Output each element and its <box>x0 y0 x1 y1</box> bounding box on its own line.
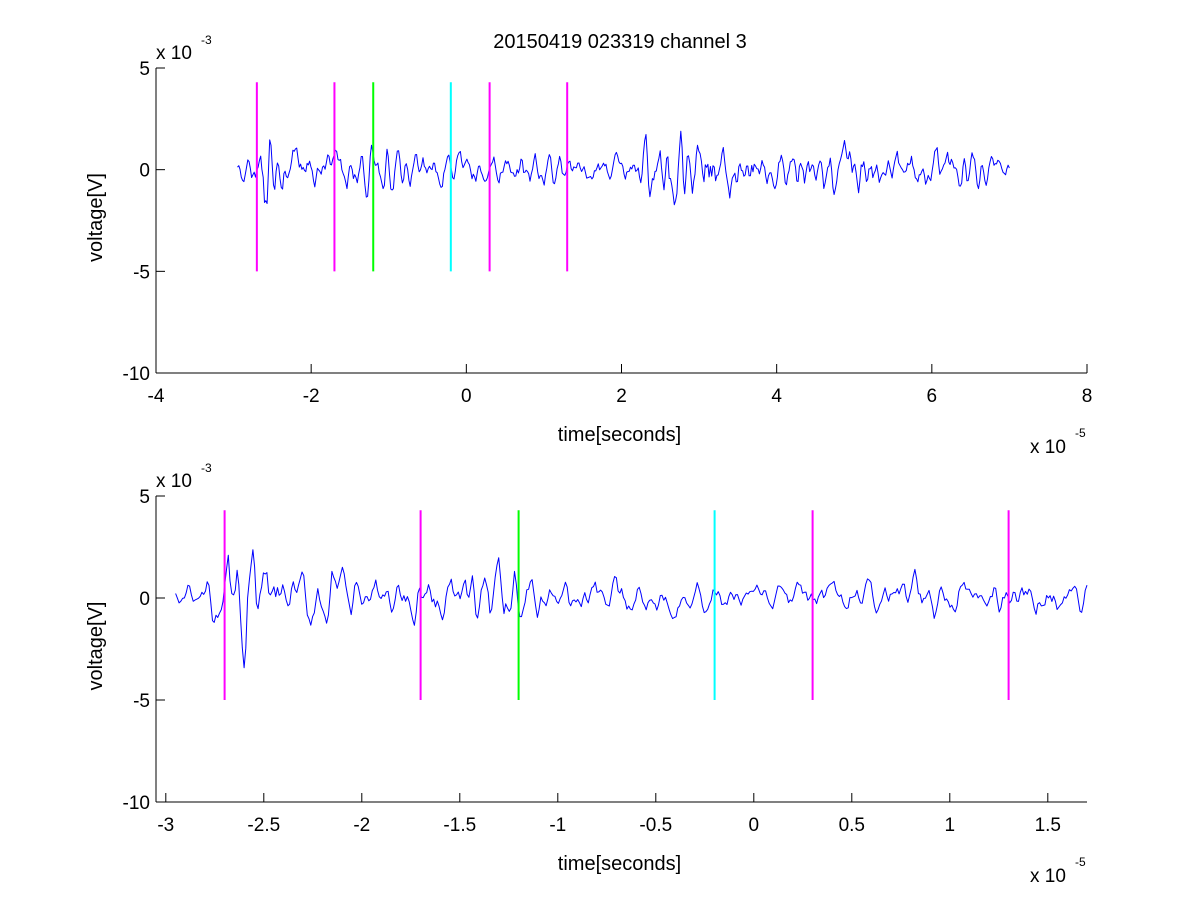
y-tick-label: -10 <box>123 364 150 385</box>
signal-trace <box>237 130 1010 206</box>
y-exponent-base: x 10 <box>156 471 192 492</box>
signal-trace <box>175 549 1088 669</box>
x-tick-label: -0.5 <box>639 815 672 836</box>
y-tick-label: -10 <box>123 793 150 814</box>
y-tick-label: -5 <box>133 262 150 283</box>
x-tick-label: -1 <box>549 815 566 836</box>
x-tick-label: 0 <box>461 386 472 407</box>
x-tick-label: 2 <box>616 386 627 407</box>
x-tick-label: -2.5 <box>247 815 280 836</box>
x-tick-label: 0 <box>749 815 760 836</box>
x-tick-label: -1.5 <box>443 815 476 836</box>
y-tick-label: 5 <box>139 59 150 80</box>
x-axis-label: time[seconds] <box>558 424 681 446</box>
y-tick-label: 5 <box>139 487 150 508</box>
y-exponent: -3 <box>201 33 212 47</box>
top-plot: -4 -2 0 2 4 6 8 -10 -5 0 5 x 10 -3 x 10 -5 time[seconds… <box>85 33 1092 458</box>
x-tick-label: -3 <box>157 815 174 836</box>
x-tick-label: -2 <box>353 815 370 836</box>
y-exponent: -3 <box>201 461 212 475</box>
x-tick-label: 1 <box>945 815 956 836</box>
y-axis-label: voltage[V] <box>85 602 107 691</box>
y-tick-label: 0 <box>139 161 150 182</box>
y-exponent-base: x 10 <box>156 43 192 64</box>
x-tick-label: -2 <box>303 386 320 407</box>
x-tick-label: 6 <box>927 386 938 407</box>
x-exponent-base: x 10 <box>1030 437 1066 458</box>
x-axis-label: time[seconds] <box>558 853 681 875</box>
x-exponent: -5 <box>1075 855 1086 869</box>
x-exponent: -5 <box>1075 426 1086 440</box>
x-tick-label: 0.5 <box>839 815 865 836</box>
x-exponent-base: x 10 <box>1030 866 1066 887</box>
x-tick-label: 1.5 <box>1035 815 1061 836</box>
bottom-plot: -3 -2.5 -2 -1.5 -1 -0.5 0 0.5 1 1.5 -10 -5 0 5 x 10 -3 x… <box>85 461 1088 887</box>
x-tick-label: 4 <box>771 386 782 407</box>
y-tick-label: 0 <box>139 589 150 610</box>
y-tick-label: -5 <box>133 691 150 712</box>
x-tick-label: 8 <box>1082 386 1093 407</box>
x-tick-label: -4 <box>148 386 165 407</box>
chart-title: 20150419 023319 channel 3 <box>493 31 747 53</box>
y-axis-label: voltage[V] <box>85 173 107 262</box>
